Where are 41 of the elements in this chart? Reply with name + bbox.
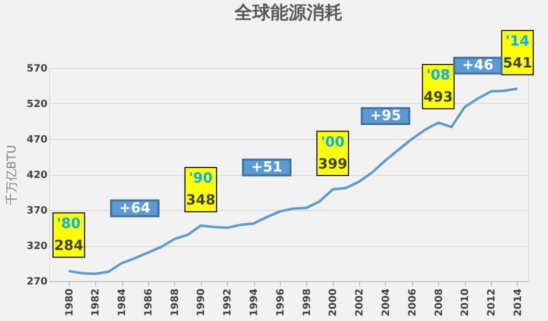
- annotation: '14: [506, 34, 530, 50]
- y-tick-label: 520: [26, 99, 48, 110]
- x-tick-label: 1992: [222, 288, 234, 316]
- annotation: +46: [462, 58, 494, 74]
- x-tick-label: 1986: [143, 288, 154, 316]
- annotation: +95: [370, 108, 402, 124]
- x-tick-label: 1988: [170, 288, 181, 316]
- x-tick-label: 2006: [407, 288, 418, 316]
- annotation: '00: [320, 134, 345, 150]
- data-label: 284: [54, 238, 84, 254]
- data-label: 541: [502, 56, 532, 72]
- annotation: '08: [426, 68, 450, 84]
- x-tick-label: 2012: [486, 288, 498, 316]
- x-tick-label: 2000: [328, 288, 340, 316]
- y-tick-label: 270: [26, 276, 48, 288]
- chart-title: 全球能源消耗: [234, 2, 342, 24]
- data-label: 493: [424, 90, 453, 106]
- x-tick-label: 1984: [117, 288, 128, 316]
- data-label: 348: [186, 192, 216, 209]
- x-tick-label: 2010: [460, 288, 472, 316]
- y-tick-label: 420: [26, 170, 48, 181]
- x-tick-label: 1998: [302, 288, 313, 316]
- y-axis-title: 千万亿BTU: [4, 144, 19, 206]
- x-tick-label: 2014: [512, 288, 524, 316]
- y-tick-label: 320: [26, 241, 48, 252]
- x-tick-label: 1990: [196, 288, 208, 316]
- x-tick-label: 1996: [275, 288, 286, 316]
- x-tick-label: 1982: [90, 288, 102, 316]
- annotation: '90: [188, 170, 213, 187]
- x-tick-label: 2002: [354, 288, 366, 316]
- y-tick-label: 470: [26, 134, 48, 146]
- x-tick-label: 2004: [380, 288, 392, 316]
- x-tick-label: 1980: [64, 288, 76, 316]
- y-tick-label: 570: [26, 64, 48, 74]
- y-tick-label: 370: [26, 206, 48, 216]
- data-label: 399: [318, 156, 348, 172]
- annotation: +51: [251, 160, 282, 176]
- annotation: +64: [119, 200, 151, 216]
- x-tick-label: 1994: [249, 288, 260, 316]
- annotation: '80: [56, 216, 81, 232]
- x-tick-label: 2008: [434, 288, 445, 316]
